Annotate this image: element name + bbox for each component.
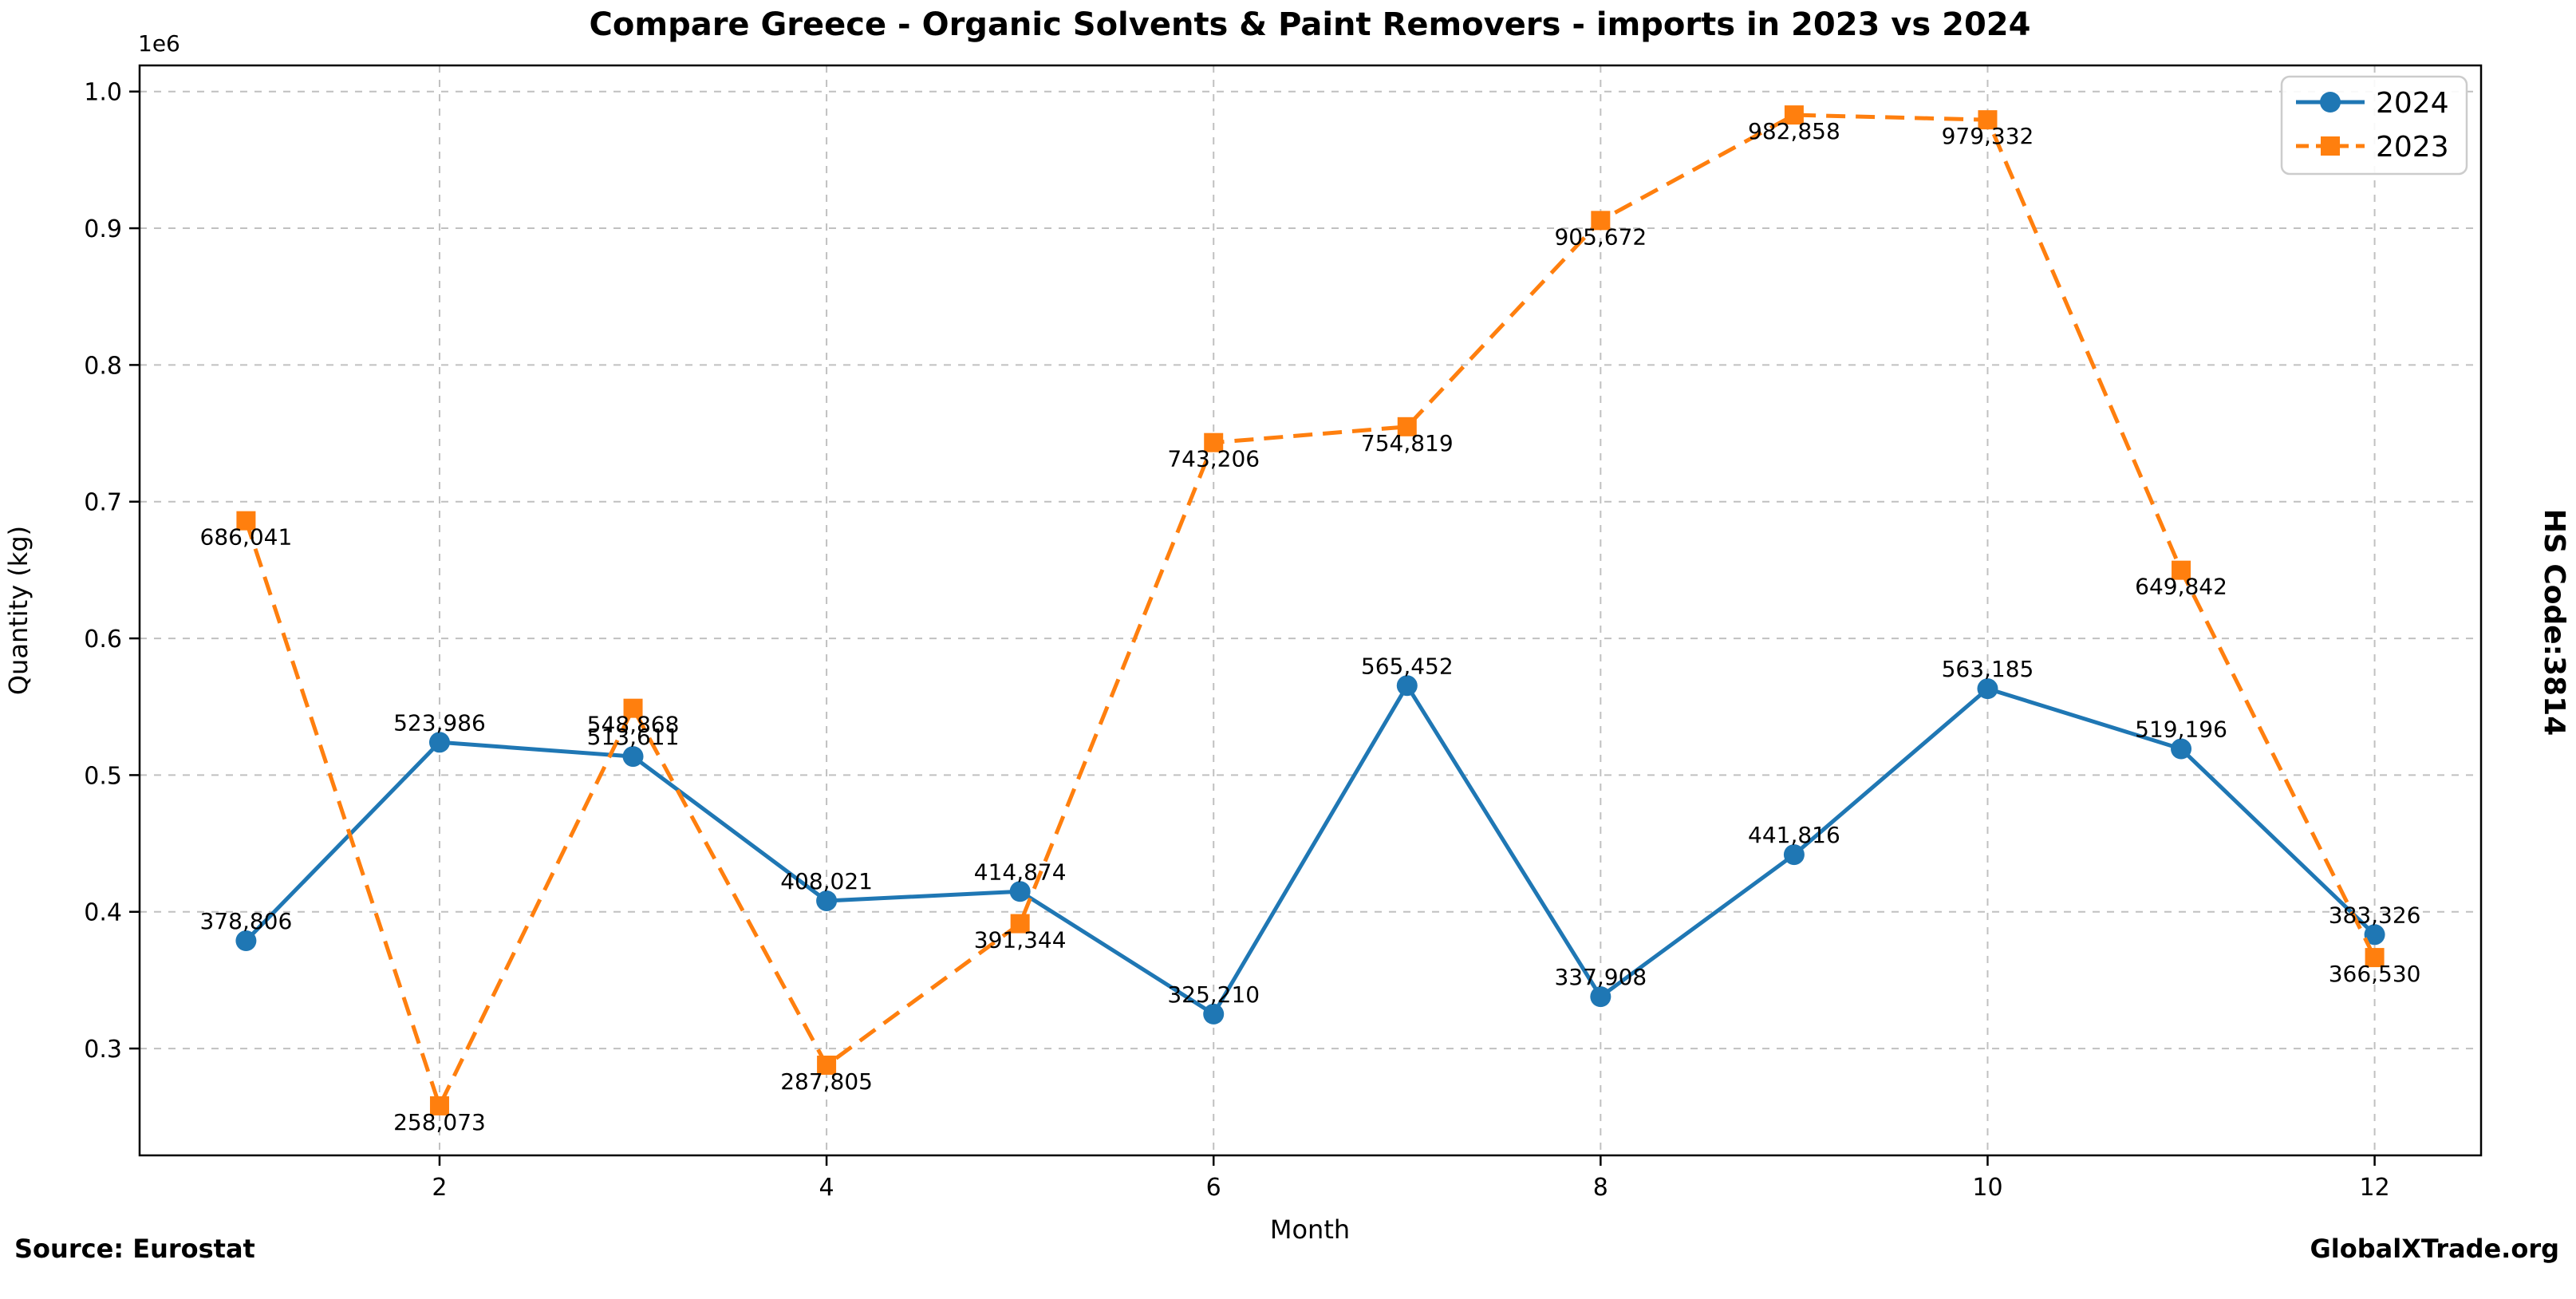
point-label-2023-m12: 366,530 (2329, 961, 2421, 987)
marker-2024-m5 (1009, 881, 1031, 902)
point-label-2024-m12: 383,326 (2329, 902, 2421, 928)
point-label-2024-m9: 441,816 (1748, 822, 1840, 848)
marker-2023-m9 (1784, 105, 1804, 125)
point-labels-2024: 378,806 523,986 513,611 408,021 414,874 325,2… (200, 653, 2421, 1008)
marker-2023-m4 (817, 1055, 837, 1075)
marker-2023-m12 (2365, 948, 2385, 968)
chart-title: Compare Greece - Organic Solvents & Pain… (590, 6, 2031, 43)
y-tick-label-0.5: 0.5 (84, 762, 122, 790)
point-label-2023-m2: 258,073 (393, 1109, 486, 1135)
marker-2024-m2 (428, 732, 450, 753)
series-2023 (236, 105, 2385, 1115)
y-tick-label-0.6: 0.6 (84, 626, 122, 653)
x-tick-label-2: 2 (432, 1174, 447, 1202)
point-label-2023-m10: 979,332 (1942, 123, 2034, 149)
point-label-2024-m11: 519,196 (2135, 717, 2227, 743)
hs-code-label: HS Code:3814 (2538, 509, 2570, 736)
point-labels-2023: 686,041 258,073 548,868 287,805 391,344 743,2… (200, 118, 2421, 1135)
point-label-2024-m4: 408,021 (780, 868, 873, 894)
marker-2024-m8 (1590, 986, 1611, 1008)
series-line-2023 (244, 113, 2377, 1108)
marker-2024-m9 (1783, 844, 1805, 866)
marker-2024-m12 (2364, 924, 2385, 946)
point-label-2024-m1: 378,806 (200, 908, 293, 934)
point-label-2024-m3: 513,611 (587, 724, 680, 750)
point-label-2023-m4: 287,805 (780, 1068, 873, 1095)
y-tick-label-0.4: 0.4 (84, 899, 122, 927)
y-tick-label-1.0: 1.0 (84, 79, 122, 107)
watermark-label: GlobalXTrade.org (2310, 1234, 2559, 1264)
point-label-2023-m6: 743,206 (1167, 446, 1260, 472)
legend-sample-marker-2023 (2321, 136, 2340, 156)
y-axis-offset-label: 1e6 (138, 30, 180, 57)
x-tick-label-8: 8 (1593, 1174, 1608, 1202)
marker-2024-m3 (622, 746, 644, 768)
marker-2023-m5 (1010, 914, 1030, 934)
marker-2023-m8 (1591, 211, 1611, 231)
point-label-2023-m7: 754,819 (1361, 430, 1454, 456)
marker-2023-m6 (1204, 432, 1224, 452)
legend-label-2024: 2024 (2376, 87, 2449, 120)
source-label: Source: Eurostat (14, 1234, 255, 1264)
y-tick-label-0.8: 0.8 (84, 352, 122, 380)
x-axis-title: Month (1270, 1214, 1350, 1245)
x-tick-label-4: 4 (819, 1174, 834, 1202)
legend-entry-2024: 2024 (2296, 87, 2449, 120)
axis-ticks: 2 4 6 8 10 12 0.3 0.4 0.5 0.6 0.7 0.8 0.9 1.0 (84, 79, 2389, 1202)
point-label-2023-m8: 905,672 (1554, 223, 1647, 250)
y-tick-label-0.9: 0.9 (84, 215, 122, 243)
x-tick-label-12: 12 (2359, 1174, 2389, 1202)
point-label-2024-m10: 563,185 (1942, 656, 2034, 682)
y-tick-label-0.3: 0.3 (84, 1036, 122, 1064)
axes-spines (138, 64, 2483, 1157)
x-tick-label-10: 10 (1972, 1174, 2002, 1202)
marker-2023-m3 (623, 698, 643, 718)
marker-2023-m1 (236, 511, 256, 531)
marker-2023-m7 (1397, 417, 1417, 436)
y-tick-label-0.7: 0.7 (84, 489, 122, 517)
axes-frame (138, 64, 2483, 1157)
point-label-2023-m5: 391,344 (974, 927, 1067, 954)
legend-label-2023: 2023 (2376, 131, 2449, 164)
point-label-2024-m8: 337,908 (1554, 964, 1647, 990)
point-label-2023-m9: 982,858 (1748, 118, 1840, 144)
point-label-2024-m6: 325,210 (1167, 981, 1260, 1008)
marker-2024-m6 (1203, 1003, 1225, 1025)
marker-2024-m10 (1977, 678, 1998, 700)
point-label-2023-m3: 548,868 (587, 712, 680, 738)
point-label-2024-m7: 565,452 (1361, 653, 1454, 679)
marker-2023-m2 (429, 1096, 449, 1115)
marker-2024-m11 (2171, 738, 2192, 760)
legend: 2024 2023 (2280, 75, 2468, 176)
marker-2024-m7 (1396, 675, 1418, 697)
marker-2024-m1 (235, 930, 257, 952)
y-axis-title: Quantity (kg) (3, 526, 34, 695)
point-label-2023-m11: 649,842 (2135, 574, 2227, 600)
marker-2023-m11 (2172, 560, 2191, 580)
marker-2024-m4 (816, 890, 838, 911)
legend-sample-marker-2024 (2320, 92, 2341, 113)
x-tick-label-6: 6 (1206, 1174, 1221, 1202)
point-label-2024-m5: 414,874 (974, 859, 1067, 885)
series-2024 (235, 675, 2385, 1025)
gridlines (140, 65, 2481, 1155)
marker-2023-m10 (1978, 110, 1998, 130)
point-label-2024-m2: 523,986 (393, 709, 486, 736)
legend-entry-2023: 2023 (2296, 131, 2449, 164)
series-line-2024 (244, 683, 2377, 1017)
point-label-2023-m1: 686,041 (200, 524, 293, 551)
plot-area: 2 4 6 8 10 12 0.3 0.4 0.5 0.6 0.7 0.8 0.9 1.0 378,806 5… (84, 64, 2483, 1202)
